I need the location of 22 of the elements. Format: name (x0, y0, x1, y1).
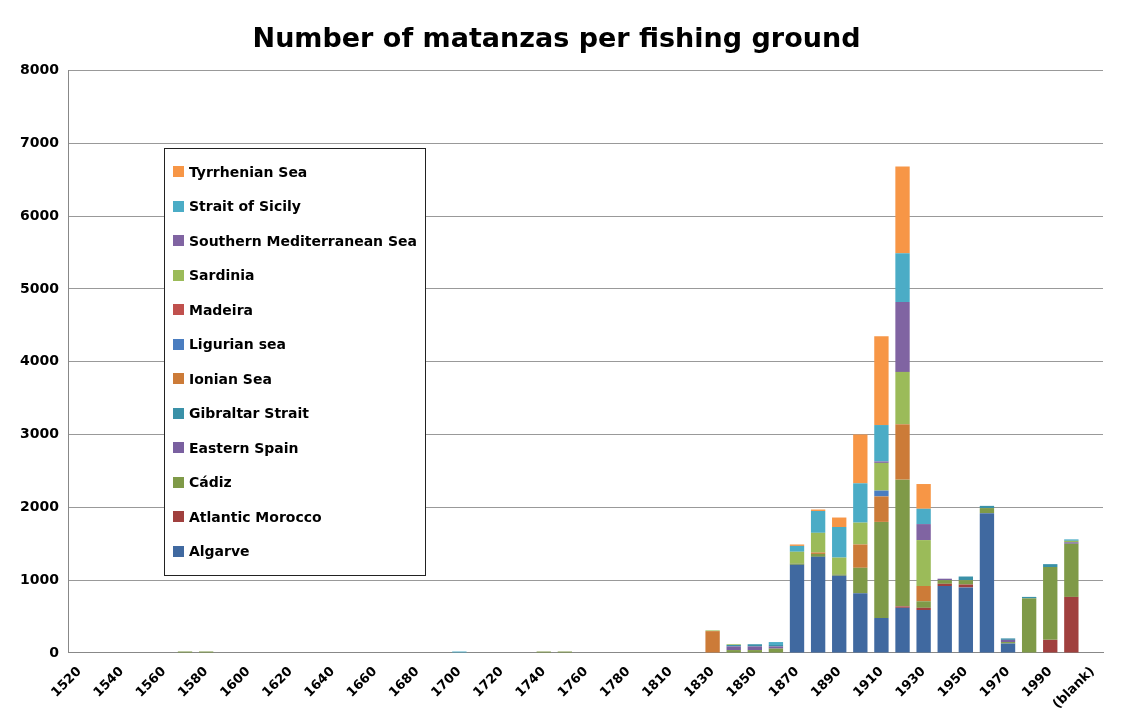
legend-label: Ligurian sea (188, 336, 286, 353)
legend-label: Tyrrhenian Sea (188, 163, 308, 180)
legend-label: Ionian Sea (188, 370, 272, 387)
legend-label: Sardinia (188, 267, 255, 284)
y-tick-label: 1000 (20, 570, 60, 587)
y-tick-label: 7000 (20, 133, 60, 150)
legend-label: Cádiz (188, 474, 232, 491)
y-tick-label: 6000 (20, 206, 60, 223)
y-tick-label: 0 (49, 643, 60, 660)
chart-title: Number of matanzas per fishing ground (252, 22, 861, 54)
legend-label: Eastern Spain (188, 439, 299, 456)
y-tick-label: 5000 (20, 279, 60, 296)
y-tick-label: 8000 (20, 61, 60, 78)
legend-label: Algarve (188, 543, 250, 560)
y-tick-label: 4000 (20, 352, 60, 369)
y-tick-label: 3000 (20, 425, 60, 442)
legend-label: Madeira (188, 301, 253, 318)
legend-label: Gibraltar Strait (188, 405, 309, 422)
y-tick-label: 2000 (20, 497, 60, 514)
legend-label: Southern Mediterranean Sea (188, 232, 417, 249)
legend-label: Atlantic Morocco (188, 508, 322, 525)
legend-label: Strait of Sicily (188, 198, 301, 215)
